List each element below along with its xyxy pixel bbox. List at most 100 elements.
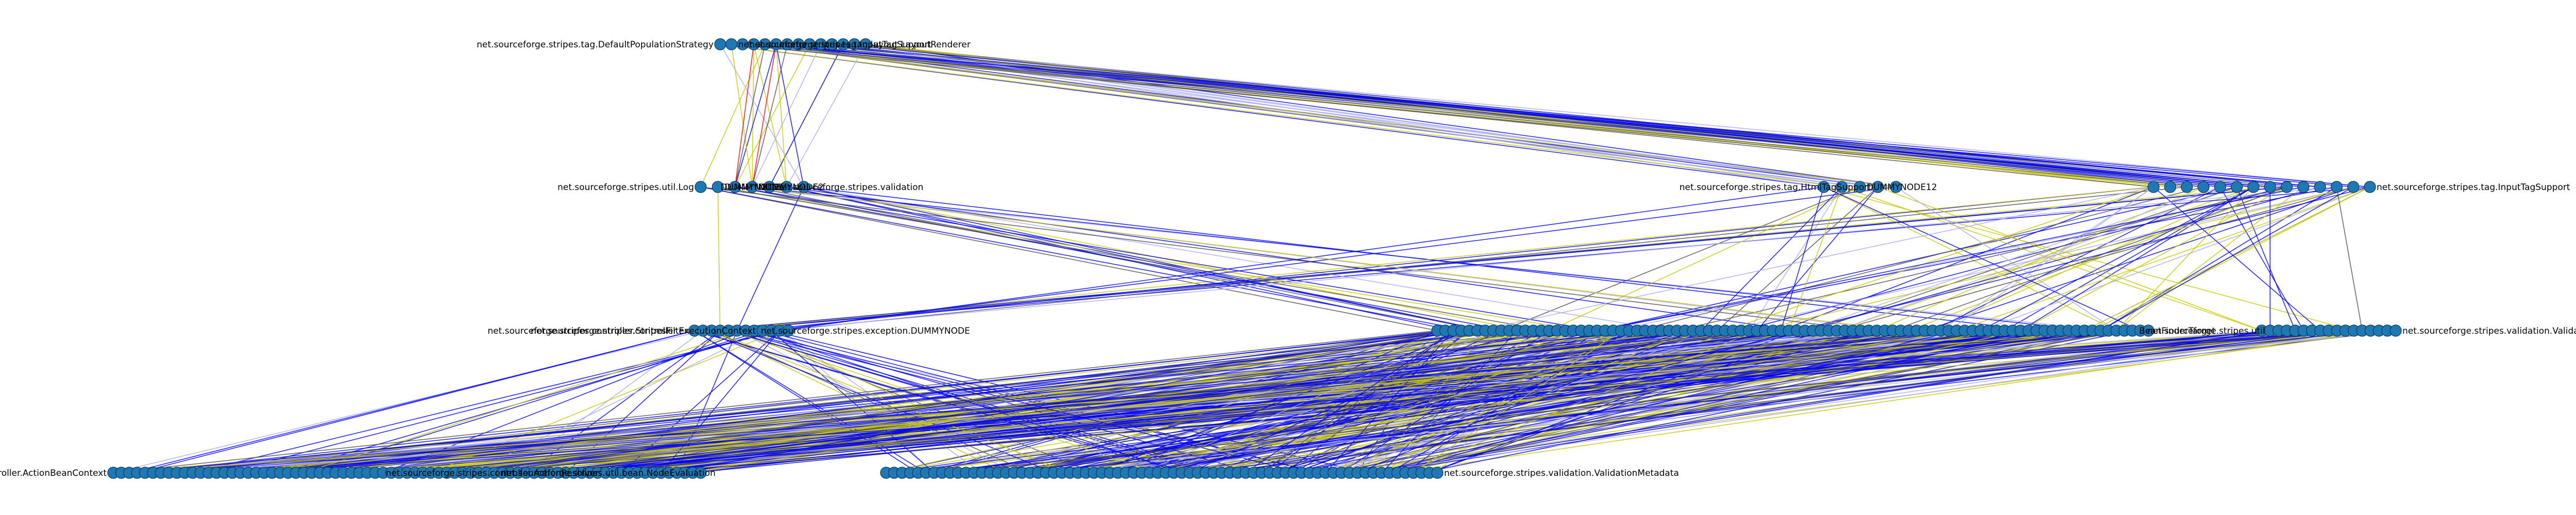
graph-edge — [1038, 330, 1765, 473]
graph-edge — [1837, 186, 2353, 331]
graph-edge — [717, 186, 721, 331]
graph-edge — [192, 330, 780, 473]
graph-edge — [2020, 186, 2287, 331]
graph-edge — [752, 186, 2093, 331]
graph-edge — [720, 44, 804, 187]
graph-node — [746, 181, 758, 193]
graph-node — [1431, 467, 1444, 479]
node-label: BeanFinderTarget — [2139, 326, 2216, 336]
graph-node — [2247, 181, 2260, 193]
graph-edge — [597, 330, 1805, 473]
node-label: net.sourceforge.stripes.tag.InputTagSupp… — [2377, 182, 2570, 193]
graph-edge — [557, 330, 1749, 473]
graph-edge — [843, 44, 1842, 187]
graph-edge — [786, 186, 1797, 331]
graph-edge — [734, 44, 754, 187]
graph-edge — [1980, 186, 2370, 331]
graph-edge — [1812, 186, 2237, 331]
graph-edge — [700, 186, 1438, 331]
graph-edge — [1341, 330, 1861, 473]
graph-edge — [765, 44, 2320, 187]
graph-edge — [2020, 186, 2254, 331]
graph-edge — [803, 186, 1669, 331]
graph-edge — [1126, 330, 1813, 473]
graph-node — [694, 181, 707, 193]
graph-edge — [720, 44, 1842, 187]
graph-node — [1836, 181, 1848, 193]
graph-edge — [765, 44, 2237, 187]
graph-node — [1872, 181, 1884, 193]
graph-edge — [1637, 186, 2204, 331]
graph-node — [711, 181, 724, 193]
node-label: net.sourceforge.stripes.tag.layout.Layou… — [749, 40, 970, 50]
graph-node — [1818, 181, 1830, 193]
graph-node — [781, 181, 793, 193]
edge-group — [113, 44, 2396, 473]
graph-node — [725, 38, 738, 50]
graph-edge — [1788, 186, 1842, 331]
graph-edge — [510, 330, 2279, 473]
graph-edge — [703, 330, 1054, 473]
graph-edge — [942, 330, 2346, 473]
graph-edge — [1780, 186, 1824, 331]
graph-edge — [1940, 186, 2154, 331]
graph-edge — [752, 186, 1901, 331]
graph-edge — [718, 186, 1550, 331]
node-label: net.sourceforge.stripes.validation — [776, 182, 923, 193]
graph-edge — [256, 330, 2363, 473]
node-label: net.sourceforge.stripes.controller.Execu… — [531, 326, 756, 336]
graph-edge — [765, 44, 1860, 187]
graph-node — [2147, 181, 2160, 193]
graph-edge — [703, 186, 2287, 331]
graph-edge — [1701, 186, 1842, 331]
graph-edge — [821, 44, 2171, 187]
graph-edge — [700, 186, 1869, 331]
graph-edge — [1501, 186, 1860, 331]
graph-edge — [754, 186, 2154, 331]
graph-edge — [694, 330, 919, 473]
graph-edge — [573, 330, 1709, 473]
graph-edge — [734, 44, 810, 187]
graph-edge — [343, 330, 1997, 473]
graph-edge — [752, 44, 754, 187]
graph-edge — [1613, 186, 2303, 331]
node-label: DUMMYNODE2 — [759, 182, 824, 193]
node-label: net.sourceforge.stripes.tag.HtmlTagSuppo… — [1680, 182, 1872, 193]
graph-edge — [1876, 186, 2204, 331]
graph-edge — [1948, 186, 2154, 331]
graph-node — [2164, 181, 2176, 193]
graph-edge — [734, 44, 766, 187]
node-label: net.sourceforge.stripes.controller.Actio… — [0, 468, 107, 478]
graph-edge — [734, 44, 777, 187]
node-label: DUMMYNODE — [720, 182, 779, 193]
graph-node — [694, 467, 707, 479]
node-label: net.sourceforge.stripes.validation.Valid… — [2402, 326, 2576, 336]
graph-edge — [264, 330, 1973, 473]
graph-edge — [769, 44, 844, 187]
graph-edge — [470, 330, 1446, 473]
graph-edge — [765, 44, 2370, 187]
graph-edge — [486, 330, 1454, 473]
graph-edge — [843, 44, 1878, 187]
graph-edge — [821, 44, 2253, 187]
graph-edge — [700, 44, 766, 187]
graph-node — [2364, 181, 2376, 193]
node-label: net.sourceforge.stripes.util — [2147, 326, 2265, 336]
graph-edge — [775, 44, 787, 187]
graph-edge — [735, 186, 1598, 331]
graph-edge — [1924, 186, 2353, 331]
graph-edge — [224, 330, 780, 473]
graph-node — [729, 181, 741, 193]
graph-edge — [129, 330, 1653, 473]
graph-edge — [1013, 330, 1957, 473]
graph-edge — [694, 330, 926, 473]
graph-edge — [779, 186, 1824, 331]
graph-edge — [786, 44, 866, 187]
graph-edge — [1797, 186, 2370, 331]
graph-edge — [1597, 186, 2303, 331]
graph-edge — [637, 330, 2053, 473]
graph-edge — [2116, 186, 2304, 331]
graph-edge — [771, 186, 2337, 331]
graph-edge — [1093, 330, 1470, 473]
graph-edge — [1549, 186, 1860, 331]
